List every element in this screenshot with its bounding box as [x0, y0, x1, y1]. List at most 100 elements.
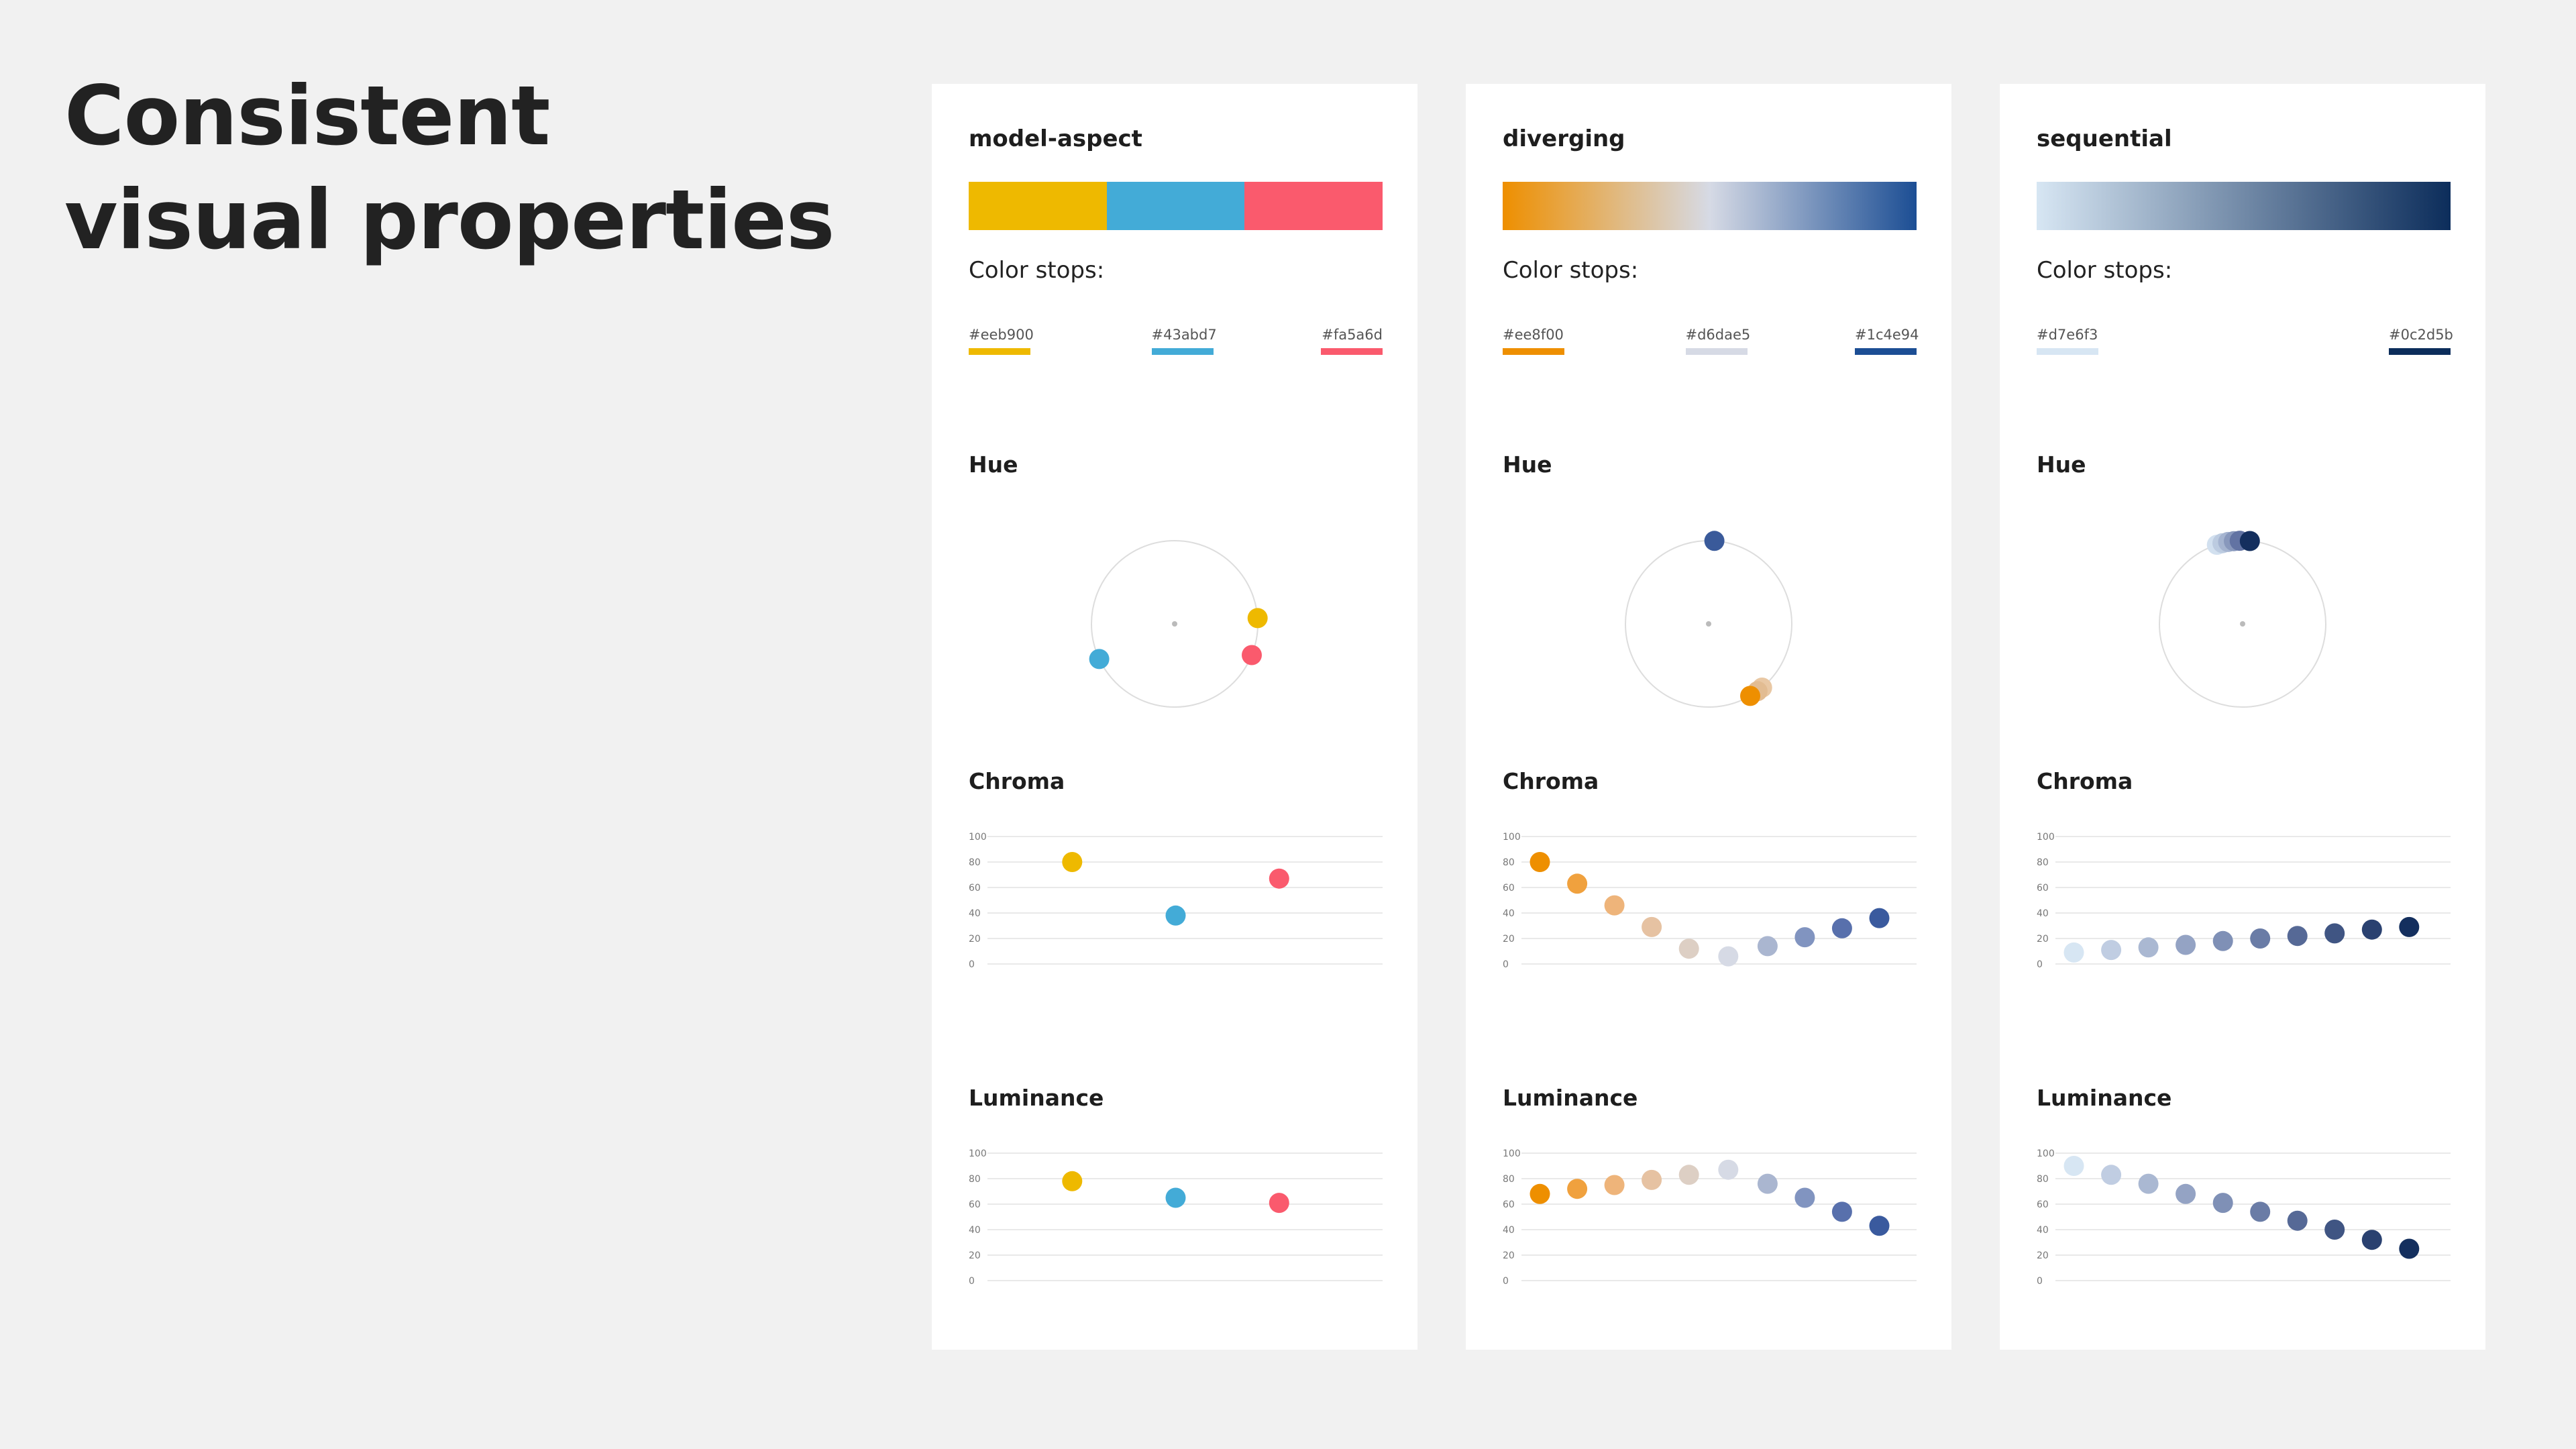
- color-stop: #eeb900: [969, 327, 1034, 355]
- color-stop-swatch: [1151, 348, 1214, 355]
- color-ramp: [969, 182, 1383, 230]
- chroma-tick-label: 40: [1503, 908, 1515, 919]
- chroma-point: [1165, 905, 1186, 926]
- chroma-point: [1567, 873, 1588, 894]
- color-stops-label: Color stops:: [1503, 257, 1639, 284]
- chroma-point: [2212, 930, 2233, 951]
- luminance-tick-label: 100: [969, 1148, 987, 1159]
- chroma-plot: 0 20 40 60 80 100: [1503, 832, 1917, 970]
- palette-name: model-aspect: [969, 125, 1142, 152]
- luminance-tick-label: 20: [1503, 1250, 1515, 1261]
- luminance-tick-label: 100: [1503, 1148, 1521, 1159]
- color-stop-hex: #d7e6f3: [2037, 327, 2098, 343]
- ramp-segment: [1244, 182, 1383, 230]
- chroma-tick-label: 0: [2037, 959, 2043, 970]
- color-stops-label: Color stops:: [2037, 257, 2173, 284]
- luminance-point: [1269, 1193, 1289, 1214]
- chroma-point: [1604, 895, 1625, 916]
- chroma-point: [2063, 942, 2084, 963]
- chroma-tick-label: 0: [1503, 959, 1509, 970]
- color-stop-hex: #fa5a6d: [1322, 327, 1383, 343]
- chroma-point: [2101, 940, 2122, 961]
- palette-name: sequential: [2037, 125, 2172, 152]
- chroma-title: Chroma: [969, 768, 1065, 794]
- luminance-point: [1642, 1169, 1662, 1190]
- luminance-point: [2138, 1173, 2159, 1194]
- color-stop-hex: #eeb900: [969, 327, 1034, 343]
- luminance-point: [1529, 1183, 1550, 1204]
- hue-center: [1172, 621, 1177, 627]
- chroma-tick-label: 40: [2037, 908, 2049, 919]
- luminance-tick-label: 40: [1503, 1225, 1515, 1236]
- chroma-tick-label: 20: [969, 934, 981, 945]
- hue-point: [1740, 686, 1760, 706]
- luminance-title: Luminance: [1503, 1085, 1638, 1111]
- chroma-point: [1794, 927, 1815, 948]
- luminance-title: Luminance: [2037, 1085, 2172, 1111]
- palette-card-model-aspect: model-aspect Color stops: #eeb900 #43abd7…: [932, 84, 1417, 1350]
- color-stop: #d7e6f3: [2037, 327, 2098, 355]
- chroma-tick-label: 80: [1503, 857, 1515, 868]
- color-stops: #d7e6f3 #0c2d5b: [2037, 327, 2453, 367]
- chroma-tick-label: 60: [969, 883, 981, 894]
- hue-point: [1704, 531, 1725, 551]
- hue-wheel: [1625, 531, 1792, 708]
- luminance-plot: 0 20 40 60 80 100: [1503, 1148, 1917, 1287]
- color-stop: #fa5a6d: [1321, 327, 1383, 355]
- luminance-tick-label: 60: [1503, 1199, 1515, 1210]
- chroma-point: [2399, 916, 2420, 937]
- color-stop: #d6dae5: [1685, 327, 1750, 355]
- chroma-point: [1642, 916, 1662, 937]
- luminance-tick-label: 60: [969, 1199, 981, 1210]
- luminance-plot: 0 20 40 60 80 100: [2037, 1148, 2451, 1287]
- chroma-plot: 0 20 40 60 80 100: [969, 832, 1383, 970]
- luminance-point: [2399, 1238, 2420, 1259]
- chroma-plot: 0 20 40 60 80 100: [2037, 832, 2451, 970]
- luminance-point: [2361, 1230, 2382, 1250]
- chroma-tick-label: 60: [1503, 883, 1515, 894]
- hue-point: [1247, 608, 1268, 629]
- luminance-tick-label: 80: [1503, 1174, 1515, 1185]
- chroma-tick-label: 20: [1503, 934, 1515, 945]
- hue-center: [2240, 621, 2245, 627]
- color-stops: #eeb900 #43abd7 #fa5a6d: [969, 327, 1383, 367]
- luminance-tick-label: 80: [969, 1174, 981, 1185]
- luminance-point: [2212, 1193, 2233, 1214]
- chroma-point: [1869, 908, 1890, 928]
- luminance-point: [1869, 1216, 1890, 1236]
- chroma-tick-label: 80: [969, 857, 981, 868]
- luminance-point: [2101, 1165, 2122, 1185]
- hue-title: Hue: [1503, 451, 1552, 478]
- chroma-point: [2250, 928, 2271, 949]
- chroma-title: Chroma: [1503, 768, 1599, 794]
- page-title: Consistent visual properties: [64, 64, 835, 272]
- luminance-point: [1165, 1187, 1186, 1208]
- color-stop: #ee8f00: [1503, 327, 1564, 355]
- hue-wheel: [2159, 531, 2326, 708]
- luminance-tick-label: 100: [2037, 1148, 2055, 1159]
- chroma-title: Chroma: [2037, 768, 2133, 794]
- color-stop-swatch: [969, 348, 1030, 355]
- hue-point: [1089, 649, 1110, 669]
- luminance-tick-label: 60: [2037, 1199, 2049, 1210]
- luminance-tick-label: 0: [2037, 1276, 2043, 1287]
- chroma-point: [1529, 852, 1550, 872]
- luminance-point: [1718, 1159, 1739, 1180]
- color-stop: #43abd7: [1151, 327, 1217, 355]
- luminance-point: [2287, 1210, 2308, 1231]
- page-title-line-1: Consistent: [64, 68, 551, 164]
- luminance-point: [1678, 1165, 1699, 1185]
- chroma-tick-label: 20: [2037, 934, 2049, 945]
- page-title-line-2: visual properties: [64, 172, 835, 268]
- chroma-point: [2361, 919, 2382, 940]
- color-ramp: [1503, 182, 1917, 230]
- ramp-segment: [1106, 182, 1245, 230]
- chroma-point: [2176, 934, 2196, 955]
- luminance-tick-label: 20: [2037, 1250, 2049, 1261]
- color-stop-swatch: [1321, 348, 1383, 355]
- luminance-plot: 0 20 40 60 80 100: [969, 1148, 1383, 1287]
- luminance-point: [2324, 1220, 2345, 1240]
- luminance-point: [2063, 1156, 2084, 1176]
- chroma-tick-label: 80: [2037, 857, 2049, 868]
- chroma-tick-label: 100: [2037, 832, 2055, 843]
